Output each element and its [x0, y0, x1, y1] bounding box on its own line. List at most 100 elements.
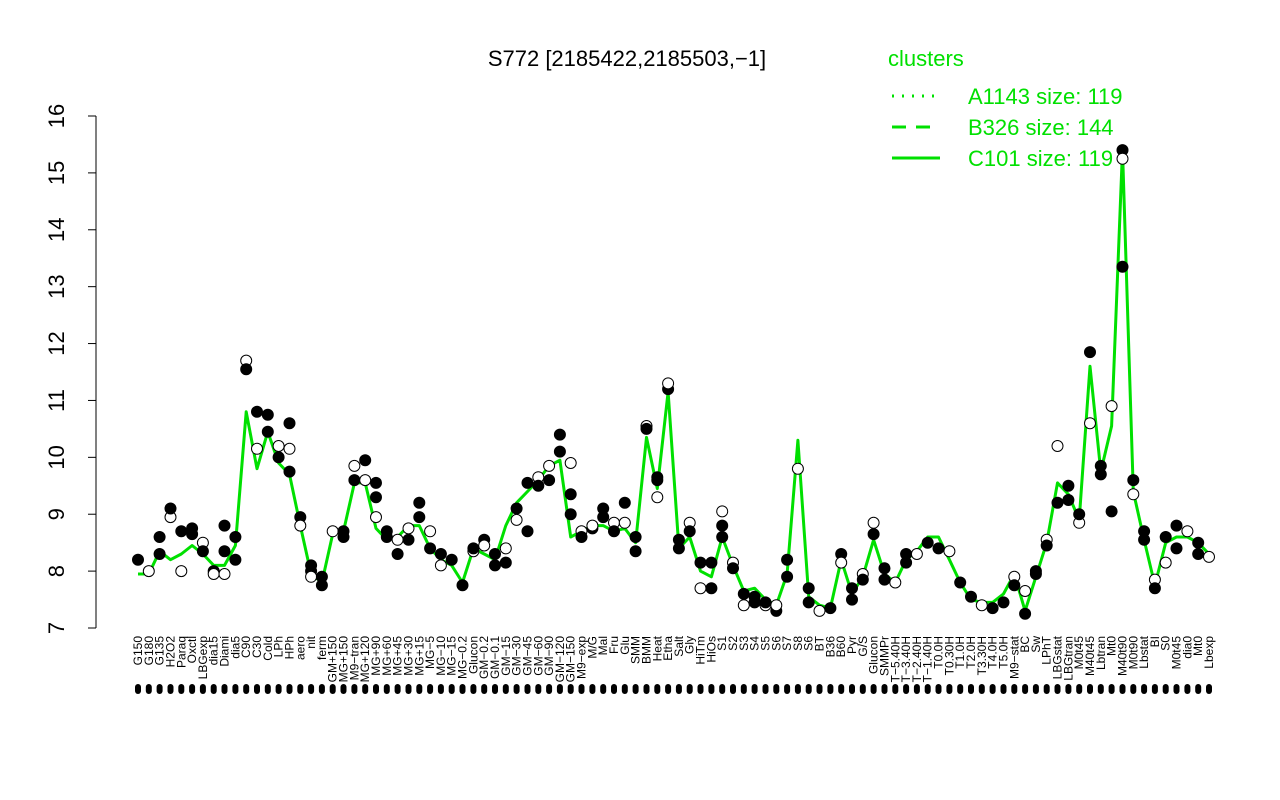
- data-point: [489, 548, 501, 560]
- x-rug-mark: [513, 684, 520, 694]
- data-point: [132, 553, 144, 566]
- data-point: [272, 451, 285, 464]
- y-tick-label: 16: [44, 104, 69, 128]
- data-point: [153, 548, 166, 560]
- x-rug-mark: [546, 684, 553, 694]
- data-point: [294, 519, 307, 532]
- data-point: [900, 556, 913, 569]
- x-tick-label: Lbexp: [1202, 636, 1216, 669]
- data-point: [229, 553, 242, 566]
- x-rug-mark: [589, 684, 596, 694]
- data-point: [986, 602, 999, 615]
- data-point: [467, 542, 480, 555]
- data-point: [1192, 548, 1205, 560]
- data-point: [402, 533, 415, 546]
- data-point: [175, 565, 188, 578]
- x-rug-mark: [654, 684, 661, 694]
- y-tick-label: 7: [44, 622, 69, 634]
- x-tick-label: T4.0H: [986, 636, 1000, 669]
- data-point: [434, 559, 447, 572]
- x-tick-label: B60: [834, 636, 848, 658]
- x-rug-mark: [632, 684, 639, 694]
- x-rug-mark: [481, 684, 488, 694]
- x-tick-label: S6: [802, 636, 816, 651]
- x-tick-label: M/G: [585, 636, 599, 659]
- x-rug-mark: [827, 684, 834, 694]
- x-rug-mark: [686, 684, 693, 694]
- x-rug-mark: [373, 684, 379, 694]
- data-point: [456, 579, 469, 592]
- x-rug-mark: [740, 684, 747, 694]
- x-tick-label: MG−10: [434, 636, 448, 676]
- y-tick-label: 12: [44, 331, 69, 355]
- x-rug-mark: [221, 684, 228, 694]
- x-rug-mark: [989, 684, 996, 694]
- x-rug-mark: [254, 684, 260, 694]
- data-point: [218, 519, 231, 532]
- data-point: [380, 531, 393, 543]
- data-point: [716, 519, 729, 532]
- x-tick-label: LPh: [272, 636, 286, 657]
- data-point: [997, 596, 1010, 609]
- data-point: [532, 479, 545, 492]
- data-point: [164, 502, 177, 515]
- data-point: [564, 508, 577, 521]
- data-point: [759, 596, 772, 609]
- data-point: [1116, 152, 1129, 165]
- x-rug-mark: [1151, 684, 1158, 694]
- x-rug-mark: [643, 684, 650, 694]
- x-rug-mark: [329, 684, 336, 694]
- data-point: [1159, 531, 1172, 543]
- data-point: [835, 556, 848, 569]
- x-tick-label: C90: [239, 636, 253, 658]
- x-tick-label: GM+150: [326, 636, 340, 683]
- x-tick-label: Oxctl: [185, 636, 199, 663]
- data-point: [954, 576, 967, 589]
- x-tick-label: M0t45: [1072, 636, 1086, 670]
- x-rug-mark: [567, 684, 574, 694]
- x-tick-label: Pyr: [845, 636, 859, 654]
- x-rug-mark: [351, 684, 358, 694]
- data-point: [1148, 582, 1161, 595]
- x-tick-label: G180: [142, 636, 156, 666]
- x-rug-mark: [773, 684, 780, 694]
- data-point: [153, 531, 166, 543]
- x-rug-mark: [470, 684, 477, 694]
- data-point: [478, 539, 491, 552]
- data-point: [413, 511, 426, 524]
- data-point: [445, 553, 458, 566]
- data-point: [965, 590, 977, 603]
- data-point: [272, 440, 285, 452]
- x-rug-mark: [881, 684, 888, 694]
- data-point: [251, 405, 263, 418]
- data-point: [586, 519, 599, 532]
- data-point: [737, 599, 750, 612]
- x-tick-label: Salt: [672, 635, 686, 656]
- x-rug-mark: [437, 684, 444, 694]
- data-point: [921, 536, 934, 549]
- data-point: [640, 422, 653, 435]
- data-point: [283, 417, 296, 430]
- x-rug-mark: [762, 684, 769, 694]
- data-point: [597, 511, 610, 524]
- legend-entry: B326 size: 144: [968, 115, 1114, 140]
- x-tick-label: Heat: [650, 635, 664, 661]
- data-point: [727, 562, 739, 575]
- x-rug-mark: [135, 684, 141, 694]
- x-tick-label: S4: [748, 636, 762, 651]
- x-rug-marks: [135, 684, 1212, 694]
- data-point: [867, 516, 880, 529]
- data-point: [1138, 533, 1151, 546]
- data-point: [283, 465, 296, 478]
- x-tick-label: Diami: [218, 636, 232, 667]
- x-rug-mark: [318, 684, 325, 694]
- data-point: [716, 505, 729, 518]
- x-tick-label: T2.0H: [964, 636, 978, 669]
- x-rug-mark: [1173, 684, 1180, 694]
- x-tick-label: Glucon: [466, 636, 480, 674]
- x-tick-label: MG−5: [423, 636, 437, 669]
- x-tick-label: GM−30: [510, 636, 524, 676]
- data-point: [618, 516, 631, 529]
- x-tick-label: BT: [813, 635, 827, 651]
